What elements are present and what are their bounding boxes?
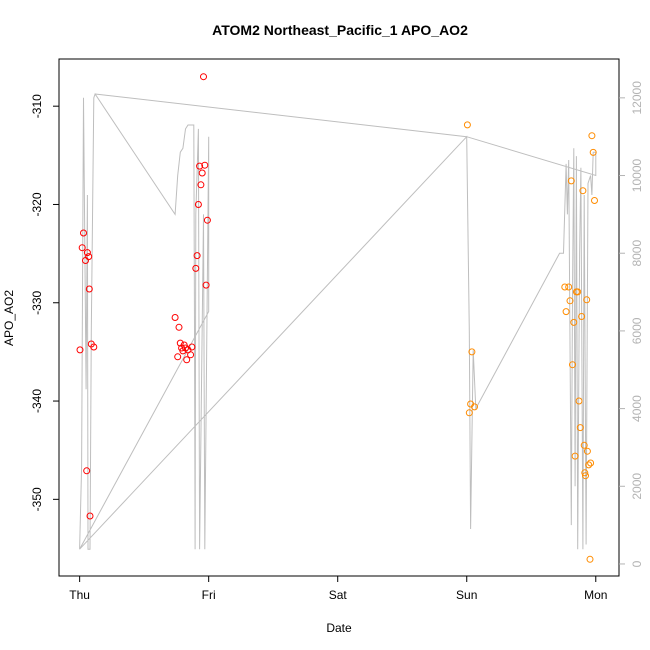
data-point <box>183 356 191 364</box>
data-point <box>83 467 91 475</box>
data-point <box>585 461 593 469</box>
data-point <box>78 244 86 252</box>
data-point <box>468 348 476 356</box>
data-point <box>566 297 574 305</box>
data-point <box>580 441 588 449</box>
data-point <box>562 308 570 316</box>
right-axis-line-series <box>79 92 597 550</box>
scatter-points <box>76 73 598 563</box>
y-tick-label: -310 <box>30 94 44 118</box>
chart-title: ATOM2 Northeast_Pacific_1 APO_AO2 <box>212 22 468 38</box>
y2-tick-label: 4000 <box>630 395 644 422</box>
y2-tick-label: 2000 <box>630 473 644 500</box>
line-series-path <box>79 92 597 550</box>
data-point <box>193 252 201 260</box>
y-tick-label: -330 <box>30 290 44 314</box>
data-point <box>583 447 591 455</box>
data-point <box>588 132 596 140</box>
y-tick-label: -350 <box>30 487 44 511</box>
y2-tick-label: 6000 <box>630 317 644 344</box>
data-point <box>175 323 183 331</box>
data-point <box>569 361 576 369</box>
data-point <box>579 187 587 195</box>
data-point <box>575 397 583 405</box>
data-point <box>586 555 594 563</box>
y-tick-label: -340 <box>30 389 44 413</box>
data-point <box>83 249 91 257</box>
y2-tick-label: 12000 <box>630 81 644 115</box>
axes: Thu Fri Sat Sun Mon -350 -340 -330 -320 -310 0 2000… <box>30 81 644 602</box>
data-point <box>583 296 591 304</box>
data-point <box>587 459 595 467</box>
data-point <box>465 409 473 417</box>
data-point <box>570 318 578 326</box>
x-tick-label: Thu <box>69 588 90 602</box>
data-point <box>202 281 210 289</box>
data-point <box>174 353 182 361</box>
data-point <box>567 177 575 185</box>
data-point <box>200 73 207 81</box>
data-point <box>198 169 206 177</box>
data-point <box>565 283 573 291</box>
x-tick-label: Mon <box>584 588 607 602</box>
data-point <box>188 343 196 351</box>
x-tick-label: Sun <box>456 588 477 602</box>
data-point <box>176 339 184 347</box>
data-point <box>194 201 202 208</box>
data-point <box>589 148 597 156</box>
data-point <box>578 313 586 320</box>
data-point <box>571 452 579 460</box>
data-point <box>85 253 93 261</box>
data-point <box>561 283 569 291</box>
plot-frame <box>58 58 620 577</box>
data-point <box>187 351 195 359</box>
data-point <box>196 162 204 170</box>
data-point <box>591 197 598 204</box>
x-tick-label: Fri <box>202 588 216 602</box>
data-point <box>76 346 84 354</box>
x-tick-label: Sat <box>329 588 348 602</box>
data-point <box>576 424 584 432</box>
y2-tick-label: 8000 <box>630 240 644 267</box>
data-point <box>201 161 209 169</box>
y2-tick-label: 10000 <box>630 158 644 192</box>
data-point <box>85 285 93 293</box>
data-point <box>171 314 179 321</box>
x-axis-label: Date <box>326 621 352 635</box>
data-point <box>574 288 582 296</box>
data-point <box>90 343 98 351</box>
data-point <box>86 512 94 520</box>
y2-tick-label: 0 <box>630 560 644 567</box>
data-point <box>581 469 589 477</box>
data-point <box>471 403 478 411</box>
y-tick-label: -320 <box>30 192 44 216</box>
data-point <box>582 472 589 480</box>
data-point <box>463 121 471 129</box>
data-point <box>203 216 211 224</box>
data-point <box>192 264 200 272</box>
data-point <box>80 229 87 237</box>
data-point <box>197 181 205 189</box>
y-axis-label: APO_AO2 <box>2 290 16 346</box>
